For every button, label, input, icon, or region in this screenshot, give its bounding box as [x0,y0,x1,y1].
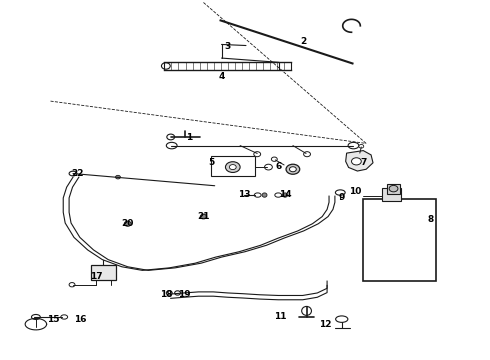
Ellipse shape [304,152,311,157]
Polygon shape [345,150,373,171]
Text: 16: 16 [74,315,86,324]
Ellipse shape [283,193,288,197]
Bar [363,199,436,281]
Text: 1: 1 [186,133,192,142]
Text: 20: 20 [122,219,134,228]
Text: 8: 8 [428,215,434,224]
Text: 15: 15 [47,315,60,324]
Text: 10: 10 [349,187,361,196]
Ellipse shape [225,162,240,172]
Text: 13: 13 [238,190,250,199]
Ellipse shape [359,144,364,148]
Text: 14: 14 [279,190,292,199]
Ellipse shape [351,158,361,165]
Text: 7: 7 [360,158,367,167]
Ellipse shape [348,142,359,149]
Ellipse shape [161,63,170,69]
Ellipse shape [200,214,207,219]
Text: 3: 3 [225,42,231,51]
Ellipse shape [262,193,267,197]
Text: 5: 5 [209,158,215,167]
Text: 4: 4 [219,72,225,81]
Text: 18: 18 [160,289,172,298]
Ellipse shape [166,142,177,149]
Text: 12: 12 [319,320,332,329]
Ellipse shape [265,164,272,170]
Ellipse shape [124,221,131,226]
Ellipse shape [290,167,296,172]
Ellipse shape [254,193,261,197]
Ellipse shape [116,175,121,179]
Ellipse shape [229,165,236,170]
Text: 6: 6 [275,162,281,171]
Text: 22: 22 [72,169,84,178]
Text: 17: 17 [90,271,102,280]
Bar [382,188,401,201]
Ellipse shape [389,185,398,192]
Text: 2: 2 [300,37,307,46]
Ellipse shape [286,164,300,174]
Text: 19: 19 [177,289,190,298]
Ellipse shape [254,152,261,157]
Ellipse shape [271,157,277,161]
Bar [211,156,255,176]
Bar [91,265,116,280]
Bar [387,184,400,194]
Text: 11: 11 [274,312,287,321]
Text: 21: 21 [197,212,210,221]
Text: 9: 9 [339,193,345,202]
Ellipse shape [275,193,282,197]
